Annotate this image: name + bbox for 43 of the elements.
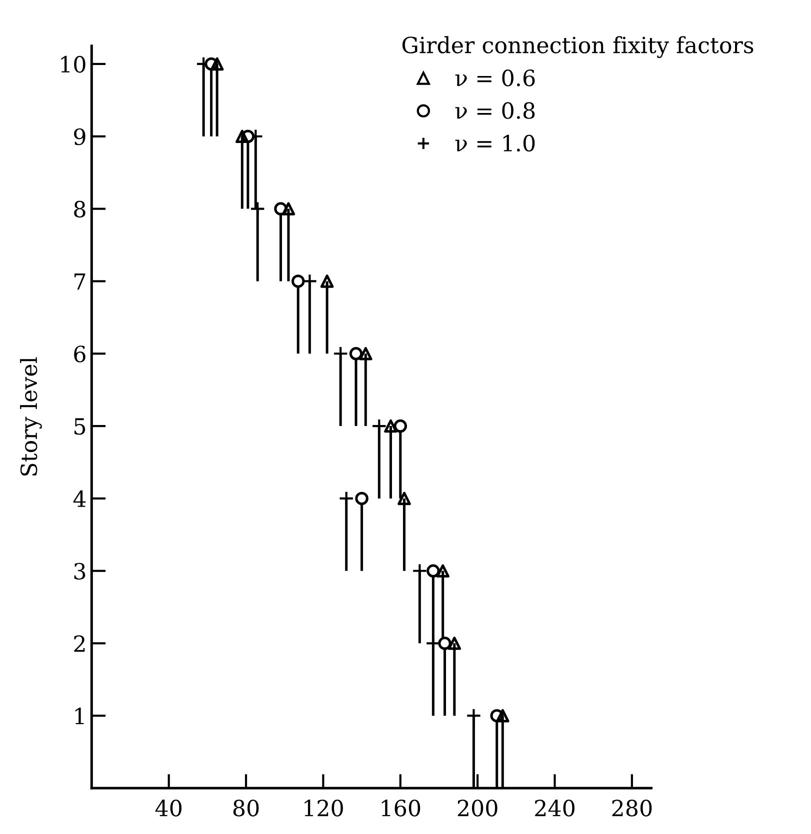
x-tick-label: 80 [233,800,259,816]
y-tick-label: 7 [74,273,86,290]
y-tick-label: 3 [74,562,86,580]
y-tick-label: 8 [74,200,86,218]
point [398,492,411,506]
point [412,563,428,579]
point [355,492,368,506]
y-tick-label: 9 [74,128,86,146]
x-tick-label: 160 [382,800,420,816]
point [338,490,354,506]
point [438,636,452,650]
point [436,564,450,578]
point [332,346,348,362]
point [349,347,363,360]
y-tick-label: 1 [75,708,84,724]
point [320,274,334,288]
legend-label: ν = 1.0 [455,134,535,152]
x-tick-label: 200 [458,800,498,816]
point [426,564,440,578]
y-tick-label: 2 [74,635,85,652]
legend-label: ν = 0.8 [455,102,535,119]
y-tick-label: 5 [74,418,86,435]
point [384,419,398,433]
x-tick-label: 240 [535,800,574,816]
y-tick-label: 10 [61,56,86,73]
x-tick-label: 40 [155,800,182,816]
legend-title: Girder connection fixity factors [402,36,754,58]
point [448,636,462,650]
point [496,709,510,722]
point [236,130,249,144]
point [282,202,296,216]
point [210,57,224,71]
point [372,418,387,434]
point [466,708,482,724]
point [291,274,305,288]
y-tick-label: 4 [73,490,86,507]
x-tick-label: 280 [612,800,652,816]
point [359,347,372,360]
y-tick-label: 6 [74,346,86,362]
x-tick-label: 120 [304,800,343,816]
y-axis-title: Story level [20,357,42,476]
point [394,419,408,433]
legend-label: ν = 0.6 [455,70,535,86]
